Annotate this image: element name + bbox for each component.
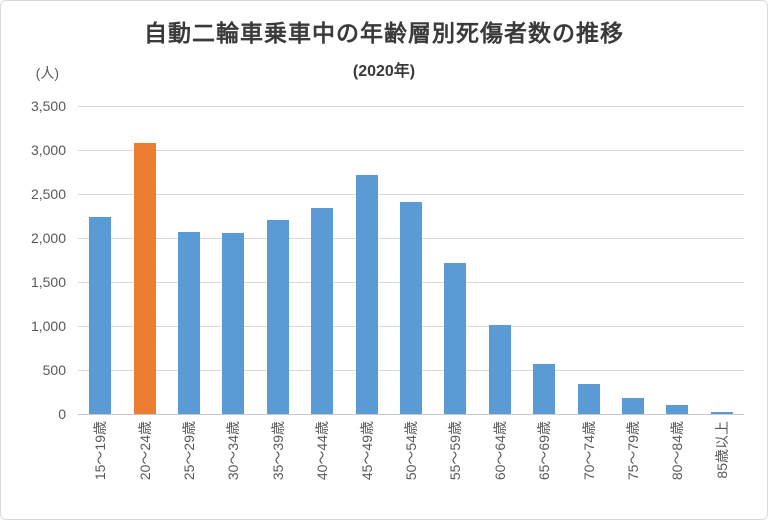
bar [488, 325, 511, 414]
bar-cell [433, 106, 477, 414]
y-tick-label: 500 [42, 362, 66, 378]
y-tick-label: 3,500 [30, 98, 66, 114]
bar [178, 231, 201, 414]
gridline [78, 194, 744, 195]
bar-cell [566, 106, 610, 414]
y-tick-label: 2,000 [30, 230, 66, 246]
x-tick-label: 80〜84歳 [669, 421, 686, 481]
bar-cell [611, 106, 655, 414]
bar-cell [211, 106, 255, 414]
x-tick-label: 50〜54歳 [403, 421, 419, 481]
y-tick-label: 2,500 [30, 186, 66, 202]
bar [710, 411, 733, 414]
x-tick-label: 35〜39歳 [269, 421, 286, 481]
bar [622, 398, 645, 414]
x-tick-label: 75〜79歳 [625, 421, 641, 481]
x-tick-label: 65〜69歳 [536, 421, 553, 481]
bar [266, 220, 289, 414]
bar [311, 208, 334, 414]
bar-cell [256, 106, 300, 414]
bar-cell [478, 106, 522, 414]
x-tick-label: 45〜49歳 [358, 421, 375, 481]
x-tick-label: 85歳以上 [713, 421, 730, 479]
y-axis-labels: 3,500 3,000 2,500 2,000 1,500 1,000 500 0 [1, 98, 66, 422]
x-tick-label: 70〜74歳 [580, 421, 597, 481]
plot-area [78, 106, 744, 415]
x-tick-label: 40〜44歳 [314, 421, 331, 481]
bar-cell [300, 106, 344, 414]
bar [400, 201, 423, 414]
bar [533, 363, 556, 414]
bar [577, 384, 600, 414]
chart-title: 自動二輪車乗車中の年齢層別死傷者数の推移 [144, 20, 624, 46]
bar-cell [655, 106, 699, 414]
x-tick-label: 15〜19歳 [92, 421, 109, 481]
gridline [78, 150, 744, 151]
bar [355, 174, 378, 414]
x-tick-label: 20〜24歳 [136, 421, 153, 481]
bar [222, 232, 245, 414]
x-tick-label: 30〜34歳 [225, 421, 242, 481]
bar-cell [78, 106, 122, 414]
x-tick-label: 55〜59歳 [447, 421, 464, 481]
bar-cell [389, 106, 433, 414]
bar-cell [522, 106, 566, 414]
bar-cell [700, 106, 744, 414]
bar-cell [167, 106, 211, 414]
bar [89, 216, 112, 414]
chart-subtitle: (2020年) [352, 63, 416, 80]
x-tick-label: 25〜29歳 [181, 421, 197, 481]
y-tick-label: 1,000 [30, 318, 66, 334]
y-tick-label: 1,500 [30, 274, 66, 290]
bar-cell [344, 106, 388, 414]
gridline [78, 106, 744, 107]
y-tick-label: 3,000 [30, 142, 66, 158]
bar [444, 262, 467, 414]
y-tick-label: 0 [58, 406, 66, 422]
y-axis-unit-label: (人) [35, 65, 59, 81]
bar [666, 405, 689, 414]
x-tick-label: 60〜64歳 [491, 421, 508, 481]
bar-highlighted [133, 142, 156, 414]
bar-cell [122, 106, 166, 414]
